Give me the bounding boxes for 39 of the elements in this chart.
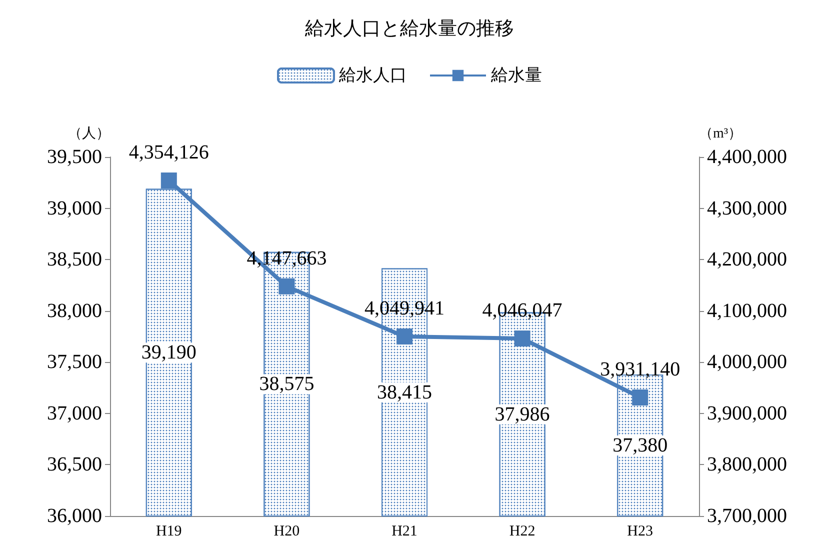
point bbox=[396, 328, 412, 345]
data-label: 37,380 bbox=[612, 434, 668, 456]
y-tick-label: 37,000 bbox=[47, 402, 102, 424]
data-label: 3,931,140 bbox=[600, 358, 680, 380]
y2-tick-label: 3,700,000 bbox=[707, 505, 787, 527]
data-label: 38,415 bbox=[377, 381, 432, 404]
data-label: 4,354,126 bbox=[128, 142, 209, 164]
x-tick-label: H21 bbox=[392, 524, 418, 540]
point bbox=[160, 172, 177, 189]
point bbox=[514, 330, 530, 347]
x-tick-label: H22 bbox=[509, 524, 536, 540]
y2-tick-label: 3,900,000 bbox=[707, 402, 787, 424]
data-label: 37,986 bbox=[494, 403, 550, 426]
y-tick-label: 38,500 bbox=[47, 248, 102, 271]
y-tick-label: 36,000 bbox=[47, 505, 102, 527]
x-tick-label: H23 bbox=[627, 524, 654, 540]
y2-tick-label: 4,400,000 bbox=[707, 146, 787, 168]
legend-label: 給水量 bbox=[490, 66, 542, 86]
y2-axis-title: （m³） bbox=[699, 126, 742, 142]
y-tick-label: 37,500 bbox=[47, 351, 102, 374]
legend-label: 給水人口 bbox=[338, 66, 407, 86]
point bbox=[278, 278, 295, 294]
y-tick-label: 38,000 bbox=[47, 300, 102, 322]
y2-tick-label: 4,200,000 bbox=[707, 248, 787, 271]
y-axis-title: （人） bbox=[68, 126, 110, 142]
data-label: 4,046,047 bbox=[482, 300, 562, 322]
y2-tick-label: 3,800,000 bbox=[707, 454, 787, 476]
x-tick-label: H19 bbox=[156, 524, 182, 540]
y2-tick-label: 4,100,000 bbox=[707, 300, 787, 322]
point bbox=[632, 389, 648, 406]
y-tick-label: 36,500 bbox=[47, 454, 102, 476]
y-tick-label: 39,500 bbox=[47, 146, 102, 168]
chart-title: 給水人口と給水量の推移 bbox=[304, 18, 514, 40]
data-label: 38,575 bbox=[259, 373, 314, 396]
y2-tick-label: 4,000,000 bbox=[707, 351, 787, 374]
y2-tick-label: 4,300,000 bbox=[707, 197, 787, 220]
y-tick-label: 39,000 bbox=[47, 197, 102, 220]
x-tick-label: H20 bbox=[274, 524, 300, 540]
data-label: 39,190 bbox=[141, 342, 196, 364]
